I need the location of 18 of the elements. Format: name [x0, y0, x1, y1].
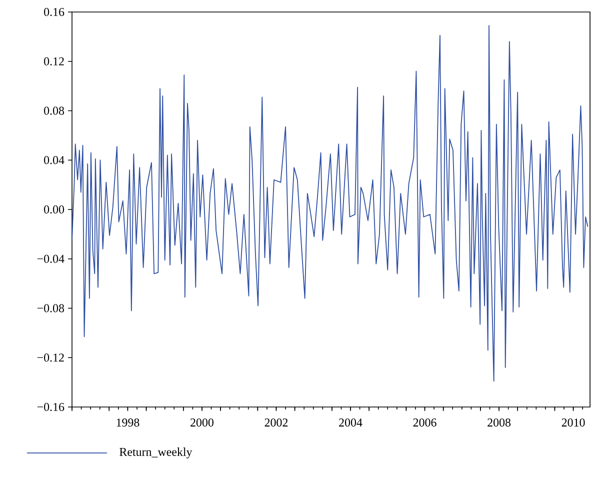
y-tick-label: 0.16 [44, 8, 64, 16]
x-tick-label: 1998 [116, 418, 140, 427]
x-tick-label: 2004 [339, 418, 362, 427]
y-tick-label: −0.16 [37, 402, 64, 412]
x-tick-label: 2008 [488, 418, 511, 427]
y-tick-label: −0.08 [37, 304, 64, 312]
y-tick-label: 0.08 [44, 106, 64, 115]
y-tick-label: −0.12 [37, 354, 64, 362]
x-tick-label: 2000 [190, 418, 214, 427]
x-tick-label: 2006 [413, 418, 436, 427]
y-tick-label: 0.04 [44, 156, 64, 164]
text: Return_weekly [120, 448, 192, 458]
x-tick-label: 2002 [264, 418, 288, 427]
y-tick-label: 0.12 [44, 57, 64, 66]
y-tick-label: 0.00 [44, 205, 64, 214]
line-series [72, 25, 588, 382]
x-tick-label: 2010 [562, 418, 585, 427]
y-tick-label: −0.04 [37, 254, 64, 263]
